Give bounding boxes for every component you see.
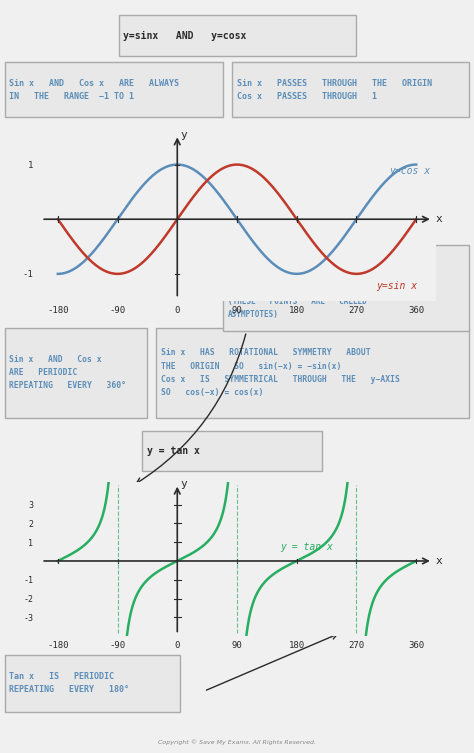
Text: y=cos x: y=cos x xyxy=(390,166,431,176)
FancyBboxPatch shape xyxy=(5,655,180,712)
FancyBboxPatch shape xyxy=(118,15,356,56)
FancyBboxPatch shape xyxy=(232,62,469,117)
Text: y = tan x: y = tan x xyxy=(280,541,333,552)
Text: Sin x   AND   Cos x
ARE   PERIODIC
REPEATING   EVERY   360°: Sin x AND Cos x ARE PERIODIC REPEATING E… xyxy=(9,355,127,391)
Text: y: y xyxy=(181,130,187,139)
Text: y: y xyxy=(181,479,187,489)
Text: Tan x   IS   UNDEFINED   AT   ±90°,
±270°, ±450°...   MEANING   IT
RANGES   FROM: Tan x IS UNDEFINED AT ±90°, ±270°, ±450°… xyxy=(228,257,390,319)
Text: Sin x   HAS   ROTATIONAL   SYMMETRY   ABOUT
THE   ORIGIN   SO   sin(−x) = −sin(x: Sin x HAS ROTATIONAL SYMMETRY ABOUT THE … xyxy=(161,349,400,397)
FancyBboxPatch shape xyxy=(223,245,469,331)
Text: y = tan x: y = tan x xyxy=(147,446,200,456)
FancyBboxPatch shape xyxy=(156,328,469,418)
Text: x: x xyxy=(436,556,443,566)
Text: Copyright © Save My Exams. All Rights Reserved.: Copyright © Save My Exams. All Rights Re… xyxy=(158,740,316,745)
FancyBboxPatch shape xyxy=(142,431,322,471)
Text: y=sinx   AND   y=cosx: y=sinx AND y=cosx xyxy=(123,31,246,41)
Text: x: x xyxy=(436,214,443,224)
FancyBboxPatch shape xyxy=(5,328,147,418)
Text: Sin x   PASSES   THROUGH   THE   ORIGIN
Cos x   PASSES   THROUGH   1: Sin x PASSES THROUGH THE ORIGIN Cos x PA… xyxy=(237,78,432,101)
Text: y=sin x: y=sin x xyxy=(376,281,418,291)
Text: Sin x   AND   Cos x   ARE   ALWAYS
IN   THE   RANGE  −1 TO 1: Sin x AND Cos x ARE ALWAYS IN THE RANGE … xyxy=(9,78,180,101)
FancyBboxPatch shape xyxy=(5,62,223,117)
Text: Tan x   IS   PERIODIC
REPEATING   EVERY   180°: Tan x IS PERIODIC REPEATING EVERY 180° xyxy=(9,672,129,694)
